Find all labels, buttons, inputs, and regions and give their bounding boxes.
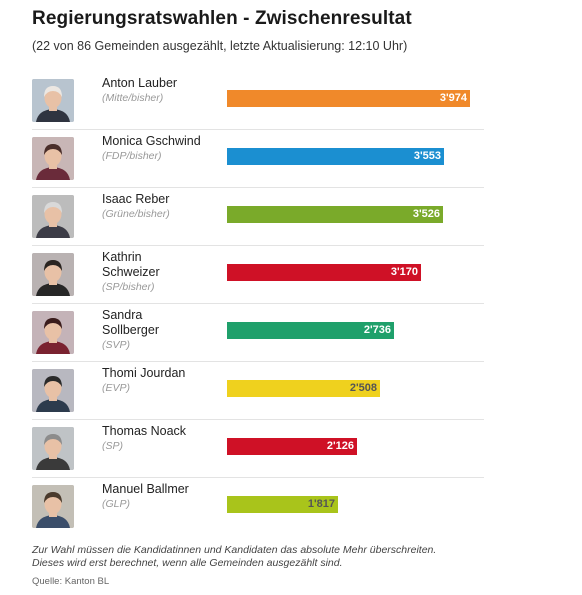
candidate-name: Thomas Noack <box>102 424 187 438</box>
candidate-party: (FDP/bisher) <box>102 150 162 162</box>
candidate-info: Thomi Jourdan (EVP) <box>102 366 222 395</box>
candidate-name: Kathrin <box>102 250 142 264</box>
candidate-row: Manuel Ballmer (GLP) 1'817 <box>32 478 484 535</box>
candidate-row: Thomas Noack (SP) 2'126 <box>32 420 484 478</box>
candidate-photo <box>32 427 74 470</box>
vote-count-label: 2'736 <box>363 324 391 336</box>
vote-bar: 3'526 <box>227 206 443 223</box>
vote-count-label: 2'508 <box>349 382 377 394</box>
candidate-party: (Mitte/bisher) <box>102 92 164 104</box>
candidate-row: Isaac Reber (Grüne/bisher) 3'526 <box>32 188 484 246</box>
vote-count-label: 3'974 <box>439 92 467 104</box>
candidate-party: (SP/bisher) <box>102 281 155 293</box>
candidate-name: Anton Lauber <box>102 76 178 90</box>
candidate-photo <box>32 137 74 180</box>
candidate-info: Thomas Noack (SP) <box>102 424 222 453</box>
vote-bar: 2'736 <box>227 322 394 339</box>
candidate-row: Sandra Sollberger (SVP) 2'736 <box>32 304 484 362</box>
candidate-party: (Grüne/bisher) <box>102 208 170 220</box>
candidate-row: Monica Gschwind (FDP/bisher) 3'553 <box>32 130 484 188</box>
vote-bar: 3'974 <box>227 90 470 107</box>
candidate-name: Sandra <box>102 308 143 322</box>
candidate-name: Monica Gschwind <box>102 134 201 148</box>
candidate-row: Thomi Jourdan (EVP) 2'508 <box>32 362 484 420</box>
candidate-photo <box>32 79 74 122</box>
vote-bar: 2'508 <box>227 380 380 397</box>
candidate-party: (EVP) <box>102 382 131 394</box>
candidate-info: Sandra Sollberger (SVP) <box>102 308 222 352</box>
candidate-photo <box>32 195 74 238</box>
candidate-list: Anton Lauber (Mitte/bisher) 3'974 Monica Gs… <box>32 72 484 535</box>
candidate-info: Isaac Reber (Grüne/bisher) <box>102 192 222 221</box>
candidate-name: Manuel Ballmer <box>102 482 189 496</box>
chart-title: Regierungsratswahlen - Zwischenresultat <box>32 8 412 29</box>
candidate-photo <box>32 253 74 296</box>
vote-bar: 1'817 <box>227 496 338 513</box>
candidate-info: Anton Lauber (Mitte/bisher) <box>102 76 222 105</box>
candidate-row: Anton Lauber (Mitte/bisher) 3'974 <box>32 72 484 130</box>
vote-bar: 3'170 <box>227 264 421 281</box>
candidate-info: Monica Gschwind (FDP/bisher) <box>102 134 222 163</box>
chart-subtitle: (22 von 86 Gemeinden ausgezählt, letzte … <box>32 39 408 53</box>
candidate-info: Manuel Ballmer (GLP) <box>102 482 222 511</box>
candidate-photo <box>32 485 74 528</box>
vote-bar: 2'126 <box>227 438 357 455</box>
candidate-name: Thomi Jourdan <box>102 366 186 380</box>
vote-count-label: 3'553 <box>413 150 441 162</box>
source-note: Quelle: Kanton BL <box>32 576 110 587</box>
vote-count-label: 3'526 <box>412 208 440 220</box>
vote-count-label: 3'170 <box>390 266 418 278</box>
vote-count-label: 2'126 <box>326 440 354 452</box>
candidate-name: Schweizer <box>102 265 160 279</box>
candidate-party: (GLP) <box>102 498 131 510</box>
candidate-photo <box>32 311 74 354</box>
candidate-photo <box>32 369 74 412</box>
candidate-name: Sollberger <box>102 323 159 337</box>
candidate-party: (SVP) <box>102 339 131 351</box>
vote-bar: 3'553 <box>227 148 444 165</box>
candidate-party: (SP) <box>102 440 123 452</box>
vote-count-label: 1'817 <box>307 498 335 510</box>
footnote: Zur Wahl müssen die Kandidatinnen und Ka… <box>32 544 437 569</box>
candidate-name: Isaac Reber <box>102 192 170 206</box>
candidate-info: Kathrin Schweizer (SP/bisher) <box>102 250 222 294</box>
candidate-row: Kathrin Schweizer (SP/bisher) 3'170 <box>32 246 484 304</box>
